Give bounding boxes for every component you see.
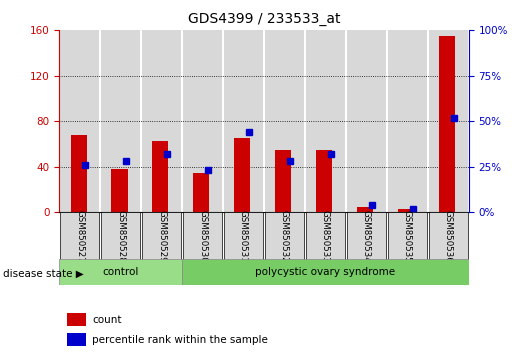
Text: GSM850530: GSM850530 xyxy=(198,210,207,263)
Text: count: count xyxy=(92,315,122,325)
Bar xyxy=(306,212,345,260)
Text: disease state ▶: disease state ▶ xyxy=(3,268,83,278)
Text: GSM850533: GSM850533 xyxy=(321,210,330,263)
Text: polycystic ovary syndrome: polycystic ovary syndrome xyxy=(255,267,396,277)
Text: GSM850529: GSM850529 xyxy=(157,210,166,263)
Bar xyxy=(101,30,140,212)
Bar xyxy=(275,150,291,212)
Bar xyxy=(142,212,181,260)
Bar xyxy=(357,207,373,212)
Bar xyxy=(183,212,222,260)
Bar xyxy=(234,138,250,212)
Bar xyxy=(101,212,140,260)
Text: GSM850528: GSM850528 xyxy=(116,210,125,263)
Bar xyxy=(60,212,99,260)
Text: GSM850532: GSM850532 xyxy=(280,210,289,263)
Bar xyxy=(265,30,304,212)
Bar xyxy=(60,30,99,212)
Text: GSM850535: GSM850535 xyxy=(403,210,411,263)
Bar xyxy=(388,212,427,260)
Bar xyxy=(398,209,414,212)
Text: GSM850536: GSM850536 xyxy=(444,210,453,263)
Bar xyxy=(428,30,468,212)
Text: percentile rank within the sample: percentile rank within the sample xyxy=(92,335,268,345)
Bar xyxy=(67,313,86,326)
Bar xyxy=(439,36,455,212)
Bar xyxy=(428,212,468,260)
Bar xyxy=(347,30,386,212)
Bar xyxy=(316,150,332,212)
Bar xyxy=(224,30,263,212)
Bar xyxy=(111,169,128,212)
Bar xyxy=(152,141,168,212)
Bar xyxy=(193,172,210,212)
Bar xyxy=(224,212,263,260)
Bar xyxy=(67,333,86,346)
Text: GSM850527: GSM850527 xyxy=(75,210,84,263)
Bar xyxy=(306,30,345,212)
Bar xyxy=(183,30,222,212)
Bar xyxy=(142,30,181,212)
Bar xyxy=(59,259,182,285)
Bar xyxy=(347,212,386,260)
Title: GDS4399 / 233533_at: GDS4399 / 233533_at xyxy=(187,12,340,26)
Bar xyxy=(388,30,427,212)
Text: GSM850534: GSM850534 xyxy=(362,210,371,263)
Bar xyxy=(182,259,469,285)
Bar xyxy=(71,135,87,212)
Bar xyxy=(265,212,304,260)
Text: GSM850531: GSM850531 xyxy=(239,210,248,263)
Text: control: control xyxy=(102,267,139,277)
